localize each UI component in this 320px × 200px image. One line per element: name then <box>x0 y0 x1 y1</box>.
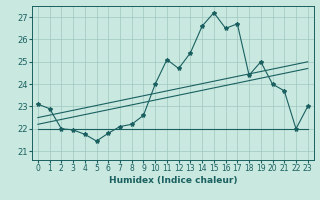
X-axis label: Humidex (Indice chaleur): Humidex (Indice chaleur) <box>108 176 237 185</box>
